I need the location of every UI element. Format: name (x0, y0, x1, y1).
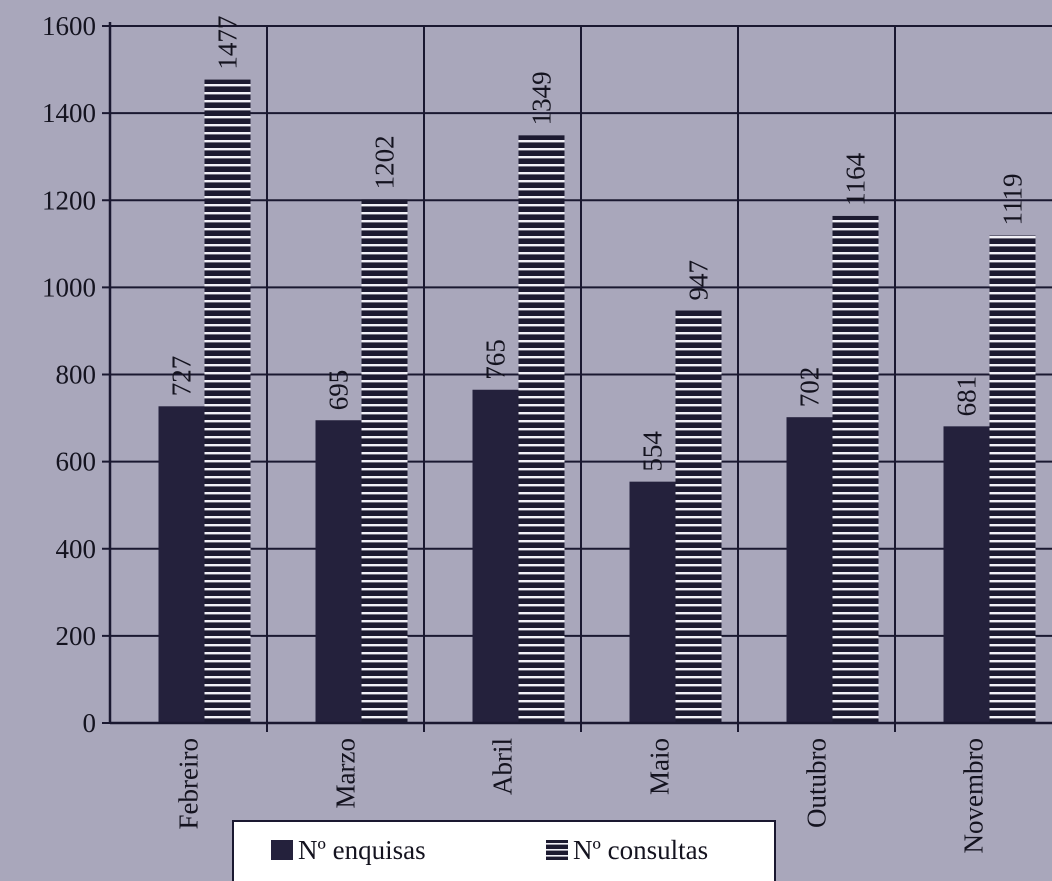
y-tick-label-1600: 1600 (42, 11, 96, 41)
bar-consultas-abril (518, 135, 565, 724)
x-category-label-abril: Abril (488, 738, 518, 795)
data-label-consultas-febreiro: 1477 (213, 16, 243, 70)
y-tick-label-1200: 1200 (42, 185, 96, 215)
bars (158, 79, 1036, 724)
bar-consultas-outubro (832, 215, 879, 723)
data-label-enquisas-outubro: 702 (795, 367, 825, 408)
data-label-enquisas-abril: 765 (481, 339, 511, 380)
x-category-label-maio: Maio (645, 738, 675, 795)
axes (102, 22, 1052, 732)
legend-label-consultas: Nº consultas (573, 835, 708, 865)
grid-lines (110, 25, 1052, 724)
bar-enquisas-abril (472, 389, 519, 723)
bar-consultas-novembro (989, 235, 1036, 723)
legend-box (232, 820, 776, 881)
bar-enquisas-outubro (786, 417, 833, 723)
legend: Nº enquisas Nº consultas (232, 820, 776, 881)
labels: 0 200 400 600 800 1000 1200 1400 1600 727 1477 Febr… (42, 11, 1028, 853)
x-category-label-novembro: Novembro (959, 738, 989, 853)
x-category-label-marzo: Marzo (331, 738, 361, 808)
legend-swatch-enquisas (271, 840, 293, 860)
legend-swatch-consultas (546, 840, 568, 860)
data-label-consultas-marzo: 1202 (370, 135, 400, 189)
x-category-label-febreiro: Febreiro (174, 738, 204, 829)
bar-enquisas-marzo (315, 420, 362, 723)
bar-consultas-febreiro (204, 79, 251, 723)
bar-enquisas-febreiro (158, 406, 205, 723)
bar-consultas-marzo (361, 199, 408, 723)
data-label-enquisas-marzo: 695 (324, 370, 354, 411)
y-tick-label-600: 600 (56, 447, 97, 477)
bar-consultas-maio (675, 310, 722, 723)
legend-label-enquisas: Nº enquisas (298, 835, 426, 865)
bar-enquisas-maio (629, 481, 676, 723)
y-tick-label-0: 0 (83, 708, 97, 738)
y-tick-label-800: 800 (56, 360, 97, 390)
y-tick-label-1000: 1000 (42, 272, 96, 302)
data-label-consultas-maio: 947 (684, 260, 714, 301)
data-label-consultas-novembro: 1119 (998, 174, 1028, 226)
data-label-consultas-outubro: 1164 (841, 152, 871, 205)
data-label-enquisas-novembro: 681 (952, 376, 982, 417)
bar-enquisas-novembro (943, 426, 990, 723)
x-category-label-outubro: Outubro (802, 738, 832, 828)
y-tick-label-1400: 1400 (42, 98, 96, 128)
y-tick-label-200: 200 (56, 621, 97, 651)
data-label-enquisas-febreiro: 727 (167, 356, 197, 397)
data-label-enquisas-maio: 554 (638, 431, 668, 472)
data-label-consultas-abril: 1349 (527, 71, 557, 125)
y-tick-label-400: 400 (56, 534, 97, 564)
